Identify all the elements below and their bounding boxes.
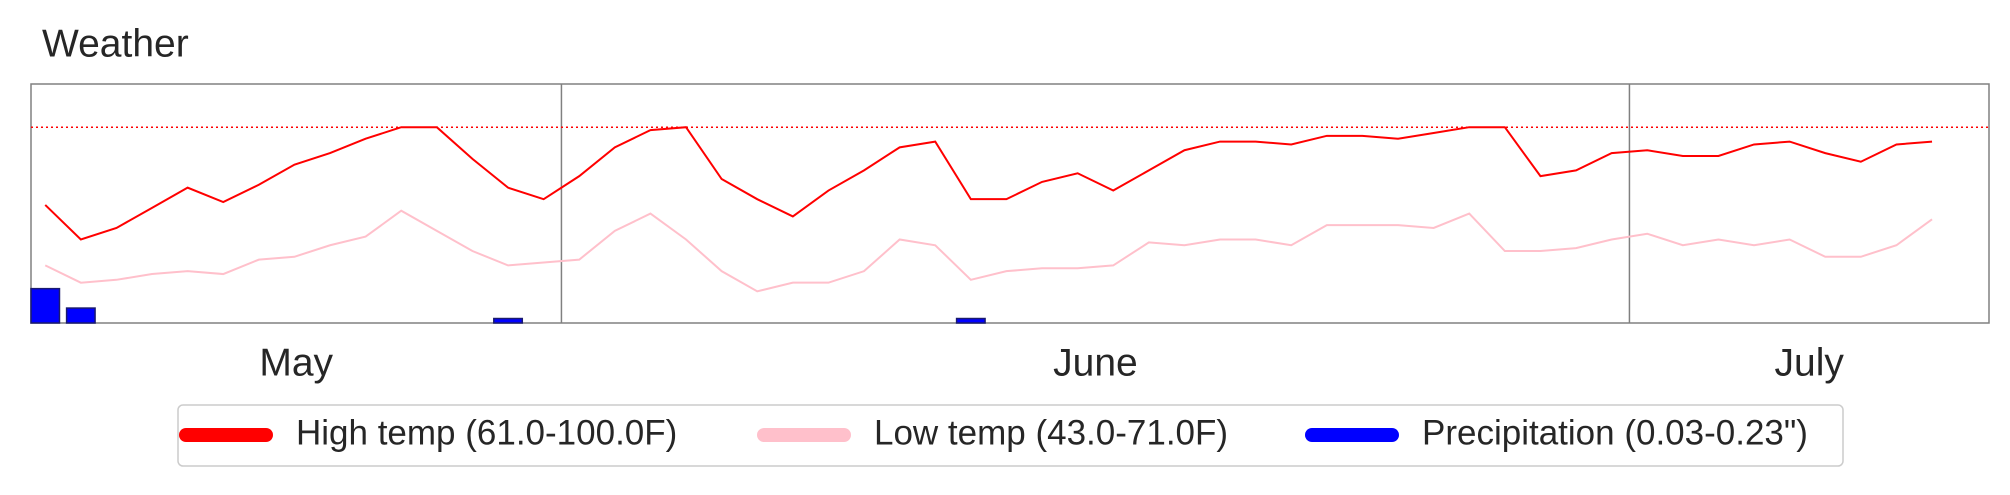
legend-label: High temp (61.0-100.0F) — [296, 413, 677, 452]
line — [44, 209, 1933, 293]
precip-bar — [955, 317, 986, 324]
precip-bar — [65, 307, 96, 324]
legend-label: Precipitation (0.03-0.23") — [1422, 413, 1808, 452]
precip-bar — [493, 317, 524, 324]
x-tick-label: June — [1053, 341, 1138, 384]
legend-label: Low temp (43.0-71.0F) — [874, 413, 1228, 452]
legend — [177, 404, 1844, 467]
precip-bar — [30, 287, 61, 324]
x-tick-label: July — [1775, 341, 1845, 384]
x-tick-label: May — [259, 341, 333, 384]
plot-frame — [30, 83, 1990, 324]
line — [44, 126, 1933, 241]
chart-title: Weather — [42, 22, 189, 65]
